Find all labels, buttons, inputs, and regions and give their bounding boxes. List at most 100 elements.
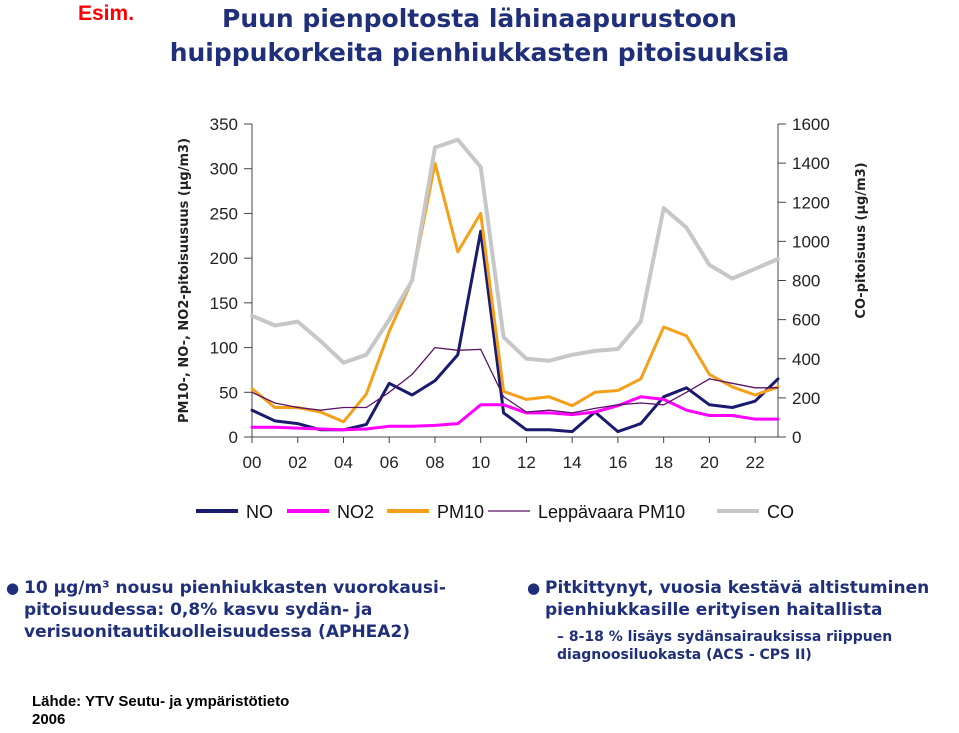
data-point [434, 162, 436, 164]
y-tick-label-right: 0 [792, 428, 801, 447]
data-point [571, 412, 573, 414]
data-point [411, 373, 413, 375]
x-tick-label: 06 [380, 453, 399, 472]
x-tick-label: 22 [746, 453, 765, 472]
sub-bullet: – 8-18 % lisäys sydänsairauksissa riippu… [557, 629, 893, 663]
y-tick-label-right: 1200 [792, 193, 830, 212]
data-point [297, 422, 299, 425]
data-point [457, 422, 459, 425]
data-point [777, 378, 779, 380]
data-point [731, 406, 733, 409]
y-axis-label-right: CO-pitoisuus (µg/m3) [854, 162, 869, 318]
data-point [594, 407, 596, 409]
data-point [342, 421, 345, 423]
x-tick-label: 18 [654, 453, 673, 472]
legend-label: Leppävaara PM10 [538, 502, 685, 522]
data-point [685, 227, 688, 229]
line-chart: 0501001502002503003500200400600800100012… [177, 115, 869, 522]
data-point [388, 319, 390, 321]
data-point [617, 348, 619, 350]
data-point [480, 230, 482, 232]
data-point [685, 335, 688, 337]
y-tick-label-right: 1000 [792, 232, 830, 251]
data-point [663, 404, 665, 406]
data-point [640, 378, 642, 380]
data-point [502, 404, 505, 406]
data-point [502, 396, 505, 398]
data-point [274, 402, 276, 404]
data-point [663, 398, 665, 401]
data-point [457, 139, 459, 141]
y-tick-label-right: 200 [792, 389, 820, 408]
data-point [320, 411, 322, 413]
series-line-leppävaara-pm10 [251, 346, 779, 414]
data-point [640, 396, 642, 398]
legend-label: CO [767, 502, 794, 522]
data-point [274, 406, 276, 409]
data-point [502, 390, 505, 392]
data-point [480, 348, 482, 350]
data-point [685, 391, 688, 393]
y-tick-label-right: 1400 [792, 154, 830, 173]
x-tick-label: 02 [288, 453, 307, 472]
data-point [617, 389, 619, 392]
y-tick-label-left: 50 [219, 383, 238, 402]
bullet-2-text: Pitkittynyt, vuosia kestävä altistuminen… [545, 578, 930, 620]
data-point [594, 350, 596, 352]
title-line-2: huippukorkeita pienhiukkasten pitoisuuks… [169, 38, 790, 67]
x-tick-label: 00 [243, 453, 262, 472]
series-line-no2 [250, 395, 780, 432]
data-point [525, 411, 528, 413]
data-point [731, 414, 733, 417]
data-point [251, 426, 253, 428]
y-tick-label-left: 0 [229, 428, 238, 447]
y-tick-label-right: 400 [792, 350, 820, 369]
data-point [594, 391, 596, 393]
data-point [548, 396, 550, 398]
data-point [708, 378, 710, 380]
data-point [388, 425, 390, 427]
data-point [411, 425, 413, 427]
y-tick-label-left: 100 [210, 339, 238, 358]
data-point [708, 373, 710, 375]
data-point [320, 428, 322, 430]
x-tick-label: 08 [425, 453, 444, 472]
bullet-dot-icon: ● [6, 579, 20, 597]
data-point [457, 349, 459, 351]
data-point [777, 418, 779, 420]
x-tick-label: 12 [517, 453, 536, 472]
legend-label: NO [246, 502, 273, 522]
y-axis-label-left: PM10-, NO-, NO2-pitoisuusuus (µg/m3) [177, 138, 192, 423]
data-point [480, 212, 482, 215]
series-line-no [250, 229, 780, 434]
data-point [640, 402, 642, 404]
data-point [457, 251, 459, 253]
data-point [754, 387, 756, 389]
data-point [731, 277, 733, 280]
bullet-2: ● Pitkittynyt, vuosia kestävä altistumin… [527, 577, 957, 621]
data-point [251, 315, 253, 317]
data-point [640, 320, 642, 323]
data-point [754, 394, 756, 396]
data-point [663, 207, 665, 209]
data-point [365, 423, 367, 426]
data-point [434, 424, 436, 426]
x-tick-label: 04 [334, 453, 353, 472]
data-point [434, 346, 436, 349]
data-point [663, 396, 665, 398]
data-point [754, 268, 756, 270]
data-point [274, 420, 276, 422]
data-point [571, 405, 573, 407]
y-tick-label-left: 200 [210, 249, 238, 268]
data-point [342, 429, 345, 431]
data-point [548, 412, 550, 414]
data-point [731, 386, 733, 388]
data-point [685, 387, 688, 389]
data-point [502, 412, 505, 414]
data-point [365, 406, 367, 409]
y-tick-label-right: 800 [792, 272, 820, 291]
y-tick-label-left: 150 [210, 294, 238, 313]
data-point [411, 394, 413, 396]
data-point [502, 336, 505, 338]
data-point [342, 362, 345, 364]
